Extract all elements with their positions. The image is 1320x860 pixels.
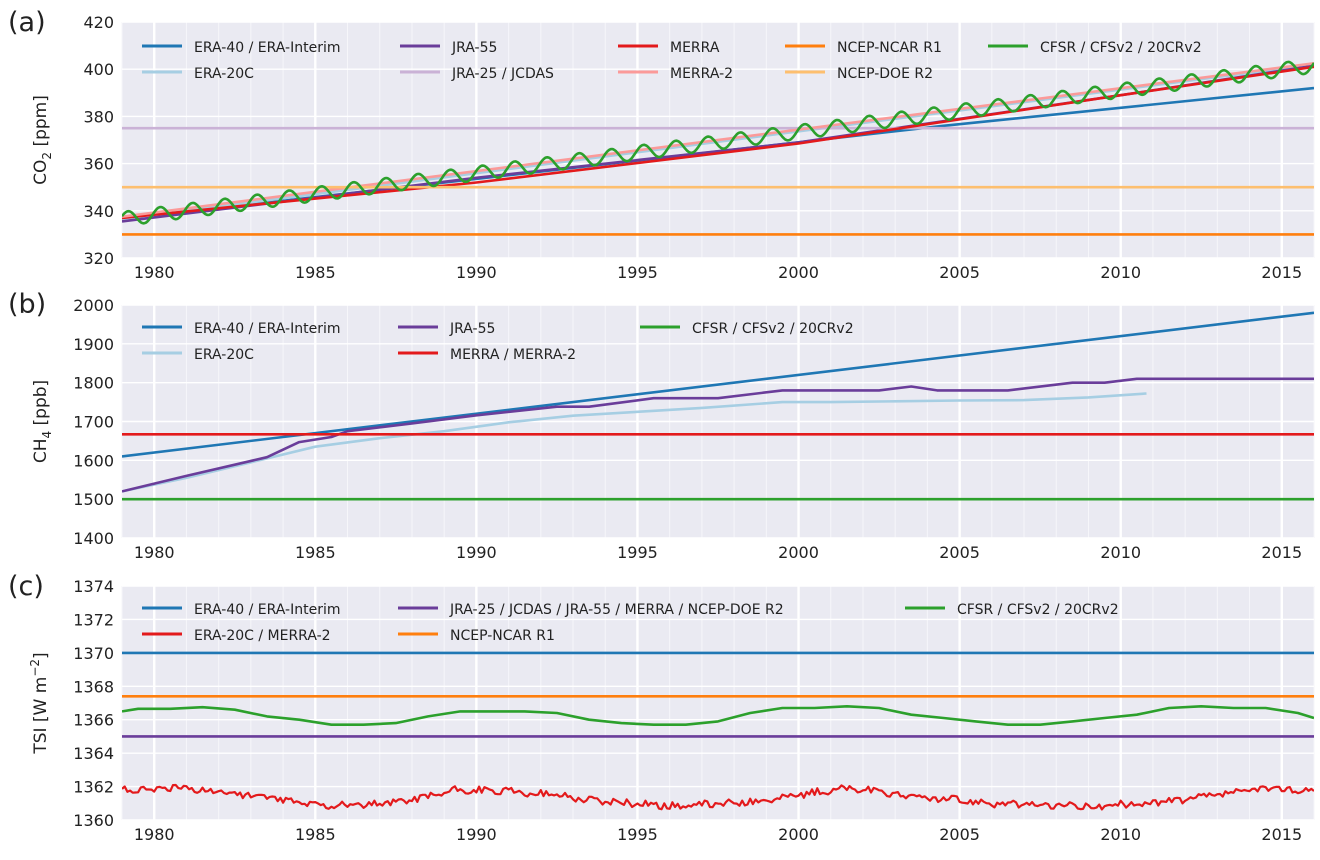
- series-line-era-20c: [122, 63, 1314, 221]
- x-tick-label: 1995: [617, 263, 658, 282]
- series-lines: [122, 60, 1314, 236]
- y-tick-label: 1370: [73, 644, 114, 663]
- legend-label-jra-55: JRA-55: [449, 321, 495, 337]
- legend-label-era-20c-merra-2: ERA-20C / MERRA-2: [194, 628, 331, 644]
- x-tick-label: 2000: [778, 543, 819, 562]
- x-tick-label: 2000: [778, 825, 819, 844]
- legend-label-cfsr-cfsv2-20crv2: CFSR / CFSv2 / 20CRv2: [1040, 40, 1202, 56]
- x-tick-label: 2005: [939, 825, 980, 844]
- series-lines: [122, 311, 1314, 501]
- legend-label-jra-25-jcdas: JRA-25 / JCDAS: [451, 66, 554, 82]
- y-axis-label: CH4 [ppb]: [31, 380, 54, 463]
- y-tick-label: 380: [83, 107, 114, 126]
- x-tick-label: 1980: [134, 825, 175, 844]
- y-axis-label: CO2 [ppm]: [31, 95, 54, 185]
- y-tick-label: 400: [83, 60, 114, 79]
- x-tick-label: 2000: [778, 263, 819, 282]
- x-tick-label: 2005: [939, 543, 980, 562]
- y-tick-label: 320: [83, 249, 114, 268]
- legend-label-jra-55: JRA-55: [451, 40, 497, 56]
- x-tick-label: 2010: [1100, 825, 1141, 844]
- x-tick-label: 1990: [456, 263, 497, 282]
- legend: ERA-40 / ERA-Interim ERA-20C JRA-55 JRA-25 …: [142, 40, 1202, 82]
- y-tick-label: 1400: [73, 529, 114, 548]
- legend-label-jra-25-jcdas-jra-55-merra-ncep-doe-r2: JRA-25 / JCDAS / JRA-55 / MERRA / NCEP-D…: [449, 602, 784, 618]
- x-tick-label: 1980: [134, 543, 175, 562]
- series-line-era-20c-merra-2: [122, 783, 1314, 811]
- y-tick-label: 1500: [73, 490, 114, 509]
- x-tick-label: 2010: [1100, 543, 1141, 562]
- x-tick-label: 2015: [1261, 825, 1302, 844]
- legend: ERA-40 / ERA-Interim ERA-20C JRA-55 MERRA /…: [142, 321, 854, 363]
- series-line-cfsr-cfsv2-20crv2: [122, 705, 1314, 726]
- series-line-merra: [122, 65, 1314, 220]
- y-tick-label: 1372: [73, 610, 114, 629]
- panel-a: ERA-40 / ERA-Interim ERA-20C JRA-55 JRA-25 …: [8, 7, 1315, 282]
- series-line-era-40-era-interim: [122, 311, 1314, 458]
- x-tick-label: 2005: [939, 263, 980, 282]
- legend-label-era-20c: ERA-20C: [194, 66, 254, 82]
- series-line-era-20c: [122, 392, 1147, 493]
- y-tick-label: 1360: [73, 811, 114, 830]
- series-line-jra-55: [122, 377, 1314, 493]
- y-tick-label: 2000: [73, 296, 114, 315]
- legend-label-era-40-era-interim: ERA-40 / ERA-Interim: [194, 321, 340, 337]
- legend-label-era-40-era-interim: ERA-40 / ERA-Interim: [194, 40, 340, 56]
- legend: ERA-40 / ERA-Interim ERA-20C / MERRA-2 JRA…: [142, 602, 1119, 644]
- x-tick-label: 1995: [617, 543, 658, 562]
- legend-label-era-20c: ERA-20C: [194, 347, 254, 363]
- y-tick-label: 360: [83, 155, 114, 174]
- y-tick-label: 1362: [73, 778, 114, 797]
- legend-label-ncep-doe-r2: NCEP-DOE R2: [837, 66, 933, 82]
- y-tick-label: 1800: [73, 374, 114, 393]
- panel-b: ERA-40 / ERA-Interim ERA-20C JRA-55 MERRA /…: [8, 289, 1315, 562]
- x-tick-label: 1990: [456, 543, 497, 562]
- x-tick-label: 1985: [295, 543, 336, 562]
- panel-label: (c): [8, 571, 44, 602]
- y-tick-label: 420: [83, 13, 114, 32]
- legend-label-merra-merra-2: MERRA / MERRA-2: [450, 347, 576, 363]
- series-line-merra-2: [122, 62, 1314, 218]
- legend-label-merra-2: MERRA-2: [670, 66, 733, 82]
- series-line-cfsr-cfsv2-20crv2: [122, 60, 1314, 225]
- y-tick-label: 1374: [73, 577, 114, 596]
- legend-label-cfsr-cfsv2-20crv2: CFSR / CFSv2 / 20CRv2: [957, 602, 1119, 618]
- plot-area: [122, 586, 1314, 820]
- x-tick-label: 2010: [1100, 263, 1141, 282]
- panel-c: ERA-40 / ERA-Interim ERA-20C / MERRA-2 JRA…: [8, 571, 1315, 844]
- x-tick-label: 1995: [617, 825, 658, 844]
- legend-label-ncep-ncar-r1: NCEP-NCAR R1: [450, 628, 555, 644]
- panel-label: (a): [8, 7, 46, 38]
- x-tick-label: 1985: [295, 825, 336, 844]
- legend-label-era-40-era-interim: ERA-40 / ERA-Interim: [194, 602, 340, 618]
- legend-label-cfsr-cfsv2-20crv2: CFSR / CFSv2 / 20CRv2: [692, 321, 854, 337]
- y-tick-label: 1368: [73, 677, 114, 696]
- y-tick-label: 1600: [73, 451, 114, 470]
- y-tick-label: 1364: [73, 744, 114, 763]
- legend-label-ncep-ncar-r1: NCEP-NCAR R1: [837, 40, 942, 56]
- x-tick-label: 2015: [1261, 543, 1302, 562]
- panel-label: (b): [8, 289, 46, 320]
- x-tick-label: 1985: [295, 263, 336, 282]
- x-tick-label: 2015: [1261, 263, 1302, 282]
- x-tick-label: 1990: [456, 825, 497, 844]
- y-tick-label: 340: [83, 202, 114, 221]
- legend-label-merra: MERRA: [670, 40, 720, 56]
- y-tick-label: 1900: [73, 335, 114, 354]
- series-lines: [122, 651, 1314, 811]
- y-tick-label: 1700: [73, 413, 114, 432]
- x-tick-label: 1980: [134, 263, 175, 282]
- y-axis-label: TSI [W m−2]: [28, 652, 51, 754]
- y-tick-label: 1366: [73, 711, 114, 730]
